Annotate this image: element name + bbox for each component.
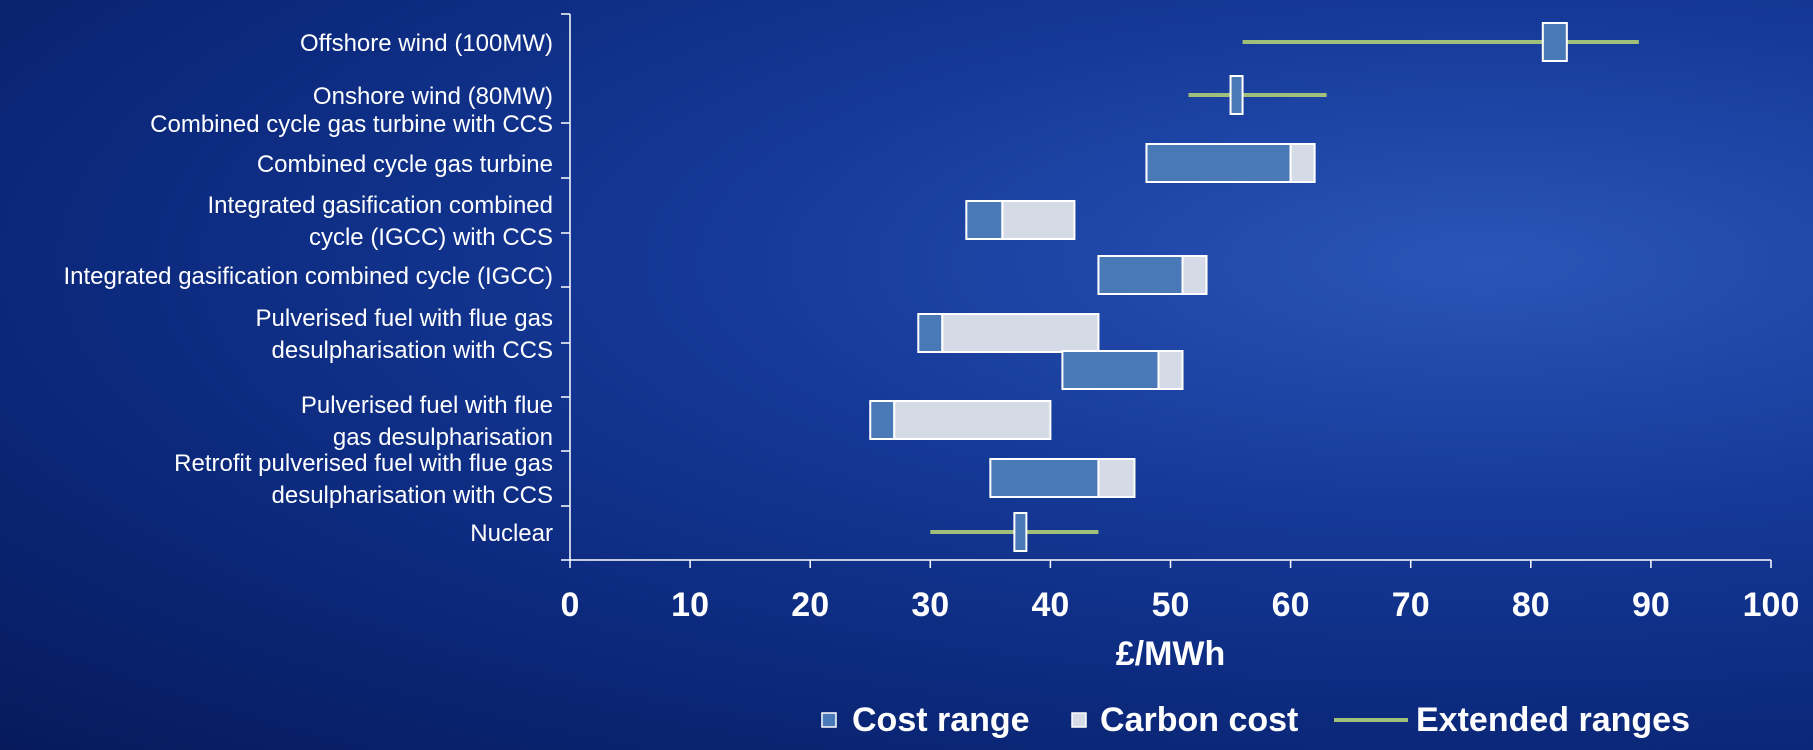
x-tick-label: 100 <box>1743 586 1800 624</box>
x-tick-label: 70 <box>1392 586 1430 624</box>
category-label: desulpharisation with CCS <box>272 337 553 364</box>
x-tick-marks <box>569 560 1772 568</box>
category-label: gas desulpharisation <box>333 424 553 451</box>
x-tick-label: 80 <box>1512 586 1550 624</box>
carbon-cost-bar <box>1181 255 1208 295</box>
cost-range-bar <box>1097 255 1184 295</box>
x-tick-label: 90 <box>1632 586 1670 624</box>
category-label: desulpharisation with CCS <box>272 482 553 509</box>
cost-range-bar <box>1145 143 1292 183</box>
category-label: Nuclear <box>470 520 553 547</box>
cost-range-bar <box>917 313 944 353</box>
cost-range-bar <box>1541 22 1568 62</box>
y-tick-marks <box>561 13 570 561</box>
x-tick-label: 60 <box>1272 586 1310 624</box>
x-axis-title: £/MWh <box>1116 635 1226 673</box>
category-label: Integrated gasification combined cycle (… <box>63 263 553 290</box>
category-label: Integrated gasification combined <box>207 192 553 219</box>
carbon-cost-bar <box>1157 350 1184 390</box>
carbon-cost-legend-label: Carbon cost <box>1100 701 1298 739</box>
carbon-cost-bar <box>893 400 1052 440</box>
category-label: Onshore wind (80MW) <box>313 83 553 110</box>
category-label: Combined cycle gas turbine with CCS <box>150 111 553 138</box>
cost-range-bar <box>989 458 1100 498</box>
x-tick-labels: 0 10 20 30 40 50 60 70 80 90 100 <box>561 586 1800 624</box>
cost-range-bar <box>869 400 896 440</box>
carbon-cost-bar <box>1289 143 1316 183</box>
range-bars <box>869 22 1568 552</box>
extended-ranges-legend-label: Extended ranges <box>1416 701 1690 739</box>
carbon-cost-legend-swatch <box>1071 712 1087 728</box>
x-tick-label: 30 <box>911 586 949 624</box>
category-label: Pulverised fuel with flue <box>301 392 553 419</box>
cost-range-legend-label: Cost range <box>852 701 1030 739</box>
category-label: Retrofit pulverised fuel with flue gas <box>174 450 553 477</box>
cost-range-legend-swatch <box>821 712 837 728</box>
x-tick-label: 10 <box>671 586 709 624</box>
carbon-cost-bar <box>1097 458 1136 498</box>
carbon-cost-bar <box>1001 200 1076 240</box>
category-label: Offshore wind (100MW) <box>300 30 553 57</box>
category-label: cycle (IGCC) with CCS <box>309 224 553 251</box>
cost-range-bar <box>1229 75 1244 115</box>
cost-range-bar <box>1061 350 1160 390</box>
legend: Cost range Carbon cost Extended ranges <box>821 701 1690 739</box>
carbon-cost-bar <box>941 313 1100 353</box>
x-tick-label: 0 <box>561 586 580 624</box>
category-label: Combined cycle gas turbine <box>257 151 553 178</box>
cost-range-bar <box>1013 512 1028 552</box>
x-tick-label: 20 <box>791 586 829 624</box>
cost-range-bar <box>965 200 1004 240</box>
x-tick-label: 50 <box>1152 586 1190 624</box>
category-labels: Offshore wind (100MW) Onshore wind (80MW)… <box>63 30 553 547</box>
x-tick-label: 40 <box>1031 586 1069 624</box>
category-label: Pulverised fuel with flue gas <box>256 305 554 332</box>
